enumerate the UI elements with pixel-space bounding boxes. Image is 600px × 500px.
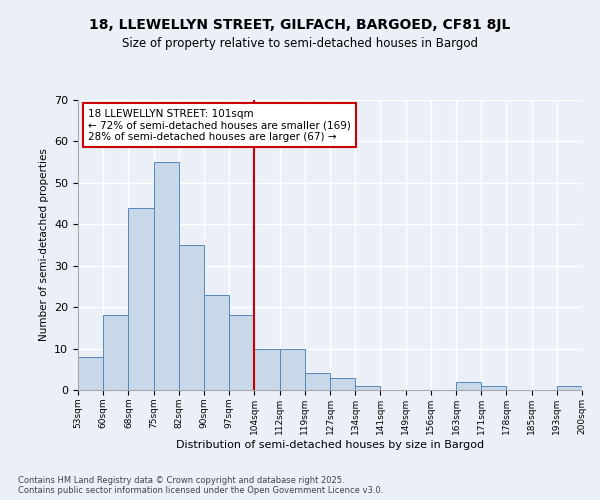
Bar — [229, 316, 254, 390]
Bar — [204, 294, 229, 390]
Bar — [179, 245, 204, 390]
Text: Contains HM Land Registry data © Crown copyright and database right 2025.
Contai: Contains HM Land Registry data © Crown c… — [18, 476, 383, 495]
Bar — [128, 208, 154, 390]
Bar — [456, 382, 481, 390]
Bar — [103, 316, 128, 390]
Bar — [154, 162, 179, 390]
Bar — [305, 374, 330, 390]
Bar — [557, 386, 582, 390]
Bar — [355, 386, 380, 390]
Bar — [78, 357, 103, 390]
X-axis label: Distribution of semi-detached houses by size in Bargod: Distribution of semi-detached houses by … — [176, 440, 484, 450]
Bar — [254, 348, 280, 390]
Bar — [280, 348, 305, 390]
Bar — [330, 378, 355, 390]
Y-axis label: Number of semi-detached properties: Number of semi-detached properties — [38, 148, 49, 342]
Text: Size of property relative to semi-detached houses in Bargod: Size of property relative to semi-detach… — [122, 38, 478, 51]
Bar — [481, 386, 506, 390]
Text: 18, LLEWELLYN STREET, GILFACH, BARGOED, CF81 8JL: 18, LLEWELLYN STREET, GILFACH, BARGOED, … — [89, 18, 511, 32]
Text: 18 LLEWELLYN STREET: 101sqm
← 72% of semi-detached houses are smaller (169)
28% : 18 LLEWELLYN STREET: 101sqm ← 72% of sem… — [88, 108, 351, 142]
